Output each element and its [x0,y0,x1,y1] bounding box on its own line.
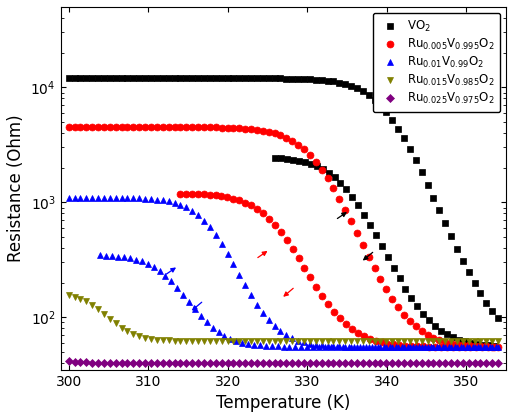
Ru$_{0.005}$V$_{0.995}$O$_2$ [295,142,301,147]
Ru$_{0.005}$V$_{0.995}$O$_2$ [450,341,456,346]
VO$_2$ [442,221,448,226]
Ru$_{0.015}$V$_{0.985}$O$_2$ [183,339,189,344]
Line: Ru$_{0.025}$V$_{0.975}$O$_2$: Ru$_{0.025}$V$_{0.975}$O$_2$ [66,358,501,366]
VO$_2$ [428,191,435,196]
Ru$_{0.025}$V$_{0.975}$O$_2$ [66,359,72,364]
Ru$_{0.01}$V$_{0.99}$O$_2$ [191,210,197,215]
VO$_2$ [183,76,189,81]
Line: Ru$_{0.015}$V$_{0.985}$O$_2$: Ru$_{0.015}$V$_{0.985}$O$_2$ [65,292,502,344]
Ru$_{0.025}$V$_{0.975}$O$_2$ [442,360,448,365]
VO$_2$ [191,76,197,81]
Line: Ru$_{0.01}$V$_{0.99}$O$_2$: Ru$_{0.01}$V$_{0.99}$O$_2$ [65,194,502,351]
Ru$_{0.015}$V$_{0.985}$O$_2$ [295,339,301,344]
VO$_2$ [295,76,301,81]
Ru$_{0.025}$V$_{0.975}$O$_2$ [183,360,189,365]
Ru$_{0.015}$V$_{0.985}$O$_2$ [66,293,72,298]
Line: VO$_2$: VO$_2$ [65,75,502,321]
Ru$_{0.025}$V$_{0.975}$O$_2$ [495,360,501,365]
Ru$_{0.005}$V$_{0.995}$O$_2$ [183,125,189,130]
Ru$_{0.015}$V$_{0.985}$O$_2$ [191,339,197,344]
Ru$_{0.01}$V$_{0.99}$O$_2$ [450,344,456,349]
Ru$_{0.025}$V$_{0.975}$O$_2$ [428,360,435,365]
Ru$_{0.01}$V$_{0.99}$O$_2$ [428,344,435,349]
Ru$_{0.01}$V$_{0.99}$O$_2$ [183,205,189,210]
Ru$_{0.015}$V$_{0.985}$O$_2$ [428,339,435,344]
Ru$_{0.015}$V$_{0.985}$O$_2$ [442,339,448,344]
Legend: VO$_2$, Ru$_{0.005}$V$_{0.995}$O$_2$, Ru$_{0.01}$V$_{0.99}$O$_2$, Ru$_{0.015}$V$: VO$_2$, Ru$_{0.005}$V$_{0.995}$O$_2$, Ru… [372,13,500,112]
VO$_2$ [450,238,456,243]
Ru$_{0.005}$V$_{0.995}$O$_2$ [191,125,197,130]
Line: Ru$_{0.005}$V$_{0.995}$O$_2$: Ru$_{0.005}$V$_{0.995}$O$_2$ [65,124,502,350]
Ru$_{0.005}$V$_{0.995}$O$_2$ [442,339,448,344]
Ru$_{0.015}$V$_{0.985}$O$_2$ [495,339,501,344]
Ru$_{0.01}$V$_{0.99}$O$_2$ [295,338,301,343]
Ru$_{0.005}$V$_{0.995}$O$_2$ [495,344,501,349]
VO$_2$ [66,76,72,81]
Ru$_{0.015}$V$_{0.985}$O$_2$ [450,339,456,344]
Ru$_{0.01}$V$_{0.99}$O$_2$ [495,344,501,349]
Ru$_{0.005}$V$_{0.995}$O$_2$ [66,125,72,130]
Ru$_{0.025}$V$_{0.975}$O$_2$ [295,360,301,365]
VO$_2$ [495,315,501,320]
Ru$_{0.005}$V$_{0.995}$O$_2$ [428,334,435,339]
Ru$_{0.01}$V$_{0.99}$O$_2$ [442,344,448,349]
Ru$_{0.01}$V$_{0.99}$O$_2$ [66,195,72,200]
X-axis label: Temperature (K): Temperature (K) [216,394,350,412]
Y-axis label: Resistance (Ohm): Resistance (Ohm) [7,114,25,262]
Ru$_{0.025}$V$_{0.975}$O$_2$ [191,360,197,365]
Ru$_{0.025}$V$_{0.975}$O$_2$ [450,360,456,365]
